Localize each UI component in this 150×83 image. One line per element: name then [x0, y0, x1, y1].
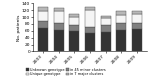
Bar — [85, 7, 95, 10]
Bar — [54, 8, 64, 11]
Bar — [116, 15, 126, 23]
Bar — [132, 29, 142, 51]
Bar — [54, 23, 64, 30]
Bar — [85, 27, 95, 33]
Bar — [116, 11, 126, 15]
Bar — [116, 23, 126, 30]
Bar — [100, 16, 111, 18]
Bar — [100, 18, 111, 25]
Bar — [54, 11, 64, 23]
Legend: Unknown genotype, Unique genotype, in 45 minor clusters, in 7 major clusters: Unknown genotype, Unique genotype, in 45… — [26, 68, 106, 76]
Bar — [38, 7, 48, 11]
Bar — [85, 33, 95, 51]
Bar — [100, 32, 111, 51]
Bar — [132, 11, 142, 14]
Bar — [38, 28, 48, 51]
Bar — [54, 30, 64, 51]
Bar — [85, 10, 95, 27]
Bar — [38, 21, 48, 28]
Bar — [116, 30, 126, 51]
Bar — [132, 23, 142, 29]
Bar — [38, 11, 48, 21]
Bar — [100, 25, 111, 32]
Bar — [69, 31, 80, 51]
Bar — [69, 17, 80, 25]
Bar — [69, 25, 80, 31]
Y-axis label: No. patients: No. patients — [17, 14, 21, 41]
Bar — [132, 14, 142, 23]
Bar — [69, 14, 80, 17]
